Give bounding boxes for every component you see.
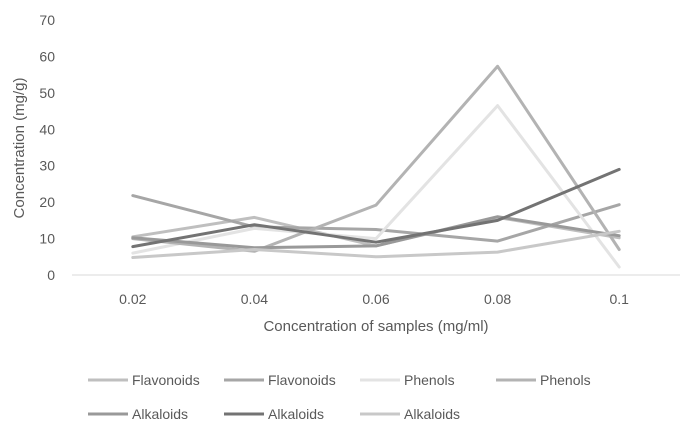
legend-label: Alkaloids: [132, 406, 188, 422]
series-lines: [131, 64, 621, 269]
y-tick-label: 20: [39, 194, 55, 210]
legend: Flavonoids Flavonoids Phenols Phenols Alkalo…: [88, 372, 591, 422]
legend-label: Flavonoids: [132, 372, 200, 388]
y-axis-ticks: 0 10 20 30 40 50 60 70: [39, 12, 55, 283]
x-tick-label: 0.06: [362, 291, 389, 307]
x-tick-label: 0.1: [609, 291, 629, 307]
legend-label: Phenols: [540, 372, 591, 388]
legend-label: Alkaloids: [268, 406, 324, 422]
legend-label: Flavonoids: [268, 372, 336, 388]
series-line-6: [131, 167, 621, 249]
y-tick-label: 0: [47, 267, 55, 283]
series-line-3: [131, 104, 621, 269]
x-axis-ticks: 0.02 0.04 0.06 0.08 0.1: [119, 291, 629, 307]
x-tick-label: 0.04: [241, 291, 268, 307]
y-tick-label: 30: [39, 158, 55, 174]
x-axis-title: Concentration of samples (mg/ml): [263, 318, 488, 335]
y-tick-label: 70: [39, 12, 55, 28]
y-tick-label: 60: [39, 48, 55, 64]
y-axis-title: Concentration (mg/g): [11, 78, 28, 219]
series-line-2: [131, 194, 621, 243]
y-tick-label: 40: [39, 121, 55, 137]
series-line-7: [131, 229, 621, 259]
y-tick-label: 10: [39, 231, 55, 247]
x-tick-label: 0.02: [119, 291, 146, 307]
series-line-4: [131, 64, 621, 253]
y-tick-label: 50: [39, 85, 55, 101]
x-tick-label: 0.08: [484, 291, 511, 307]
legend-label: Phenols: [404, 372, 455, 388]
series-line-5: [131, 215, 621, 250]
legend-label: Alkaloids: [404, 406, 460, 422]
